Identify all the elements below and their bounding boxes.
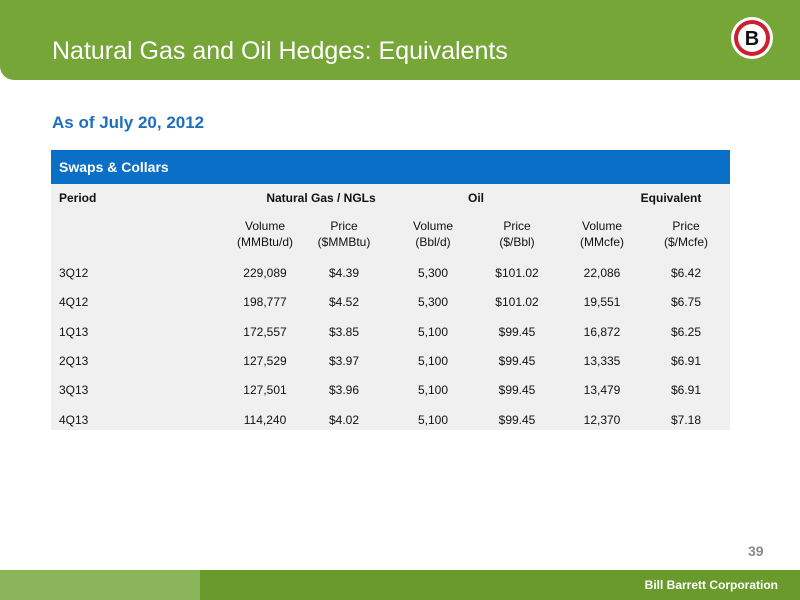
logo-letter: B (745, 28, 759, 50)
table-cell: 13,335 (583, 354, 621, 368)
table-cell: $4.39 (328, 266, 360, 280)
column-subheader-gas-price: Price ($MMBtu) (317, 219, 371, 249)
table-cell: $7.18 (670, 413, 702, 427)
column-subheader-gas-volume: Volume (MMBtu/d) (236, 219, 293, 249)
table-cell: $6.91 (670, 354, 702, 368)
period-header: Period (59, 191, 97, 205)
table-cell: $101.02 (495, 266, 539, 280)
table-cell: 5,100 (417, 354, 449, 368)
table-cell: 5,100 (417, 383, 449, 397)
table-row-period: 4Q13 (59, 413, 89, 427)
table-cell: $99.45 (498, 413, 536, 427)
gas-group-header: Natural Gas / NGLs (266, 191, 376, 205)
table-row-period: 3Q13 (59, 383, 89, 397)
table-section-band: Swaps & Collars (51, 150, 730, 184)
table-cell: $6.91 (670, 383, 702, 397)
column-subheader-oil-volume: Volume (Bbl/d) (412, 219, 454, 249)
table-cell: 5,300 (417, 295, 449, 309)
table-row-period: 2Q13 (59, 354, 89, 368)
page-number: 39 (748, 543, 764, 559)
table-cell: $99.45 (498, 354, 536, 368)
table-cell: $99.45 (498, 325, 536, 339)
table-row-period: 3Q12 (59, 266, 89, 280)
as-of-date: As of July 20, 2012 (52, 113, 205, 132)
section-label: Swaps & Collars (59, 159, 169, 175)
column-subheader-eq-volume: Volume (MMcfe) (580, 219, 624, 249)
table-cell: $4.02 (328, 413, 360, 427)
table-cell: $4.52 (328, 295, 360, 309)
table-cell: 22,086 (583, 266, 621, 280)
slide-footer: Bill Barrett Corporation (0, 570, 800, 600)
table-cell: $6.42 (670, 266, 702, 280)
table-cell: 198,777 (243, 295, 287, 309)
table-cell: $3.96 (328, 383, 360, 397)
table-cell: 13,479 (583, 383, 621, 397)
table-row-period: 1Q13 (59, 325, 89, 339)
table-cell: $101.02 (495, 295, 539, 309)
table-cell: 5,300 (417, 266, 449, 280)
table-cell: 5,100 (417, 325, 449, 339)
oil-group-header: Oil (467, 191, 484, 205)
footer-left-band (0, 570, 200, 600)
company-name: Bill Barrett Corporation (644, 578, 778, 592)
table-cell: 127,529 (243, 354, 287, 368)
table-cell: 12,370 (583, 413, 621, 427)
column-subheader-oil-price: Price ($/Bbl) (499, 219, 535, 249)
table-cell: $3.97 (328, 354, 360, 368)
table-cell: 114,240 (243, 413, 287, 427)
table-cell: 172,557 (243, 325, 287, 339)
table-cell: $3.85 (328, 325, 360, 339)
table-cell: $6.75 (670, 295, 702, 309)
footer-right-band: Bill Barrett Corporation (200, 570, 800, 600)
table-cell: 127,501 (243, 383, 287, 397)
hedge-table: Swaps & Collars Period Natural Gas / NGL… (51, 150, 730, 430)
table-cell: $6.25 (670, 325, 702, 339)
table-cell: 229,089 (243, 266, 287, 280)
slide-title: Natural Gas and Oil Hedges: Equivalents (52, 37, 508, 65)
company-logo-icon: B (731, 17, 773, 59)
table-cell: 19,551 (583, 295, 621, 309)
equivalent-group-header: Equivalent (640, 191, 702, 205)
table-cell: 5,100 (417, 413, 449, 427)
table-row-period: 4Q12 (59, 295, 89, 309)
column-subheader-eq-price: Price ($/Mcfe) (663, 219, 708, 249)
table-cell: 16,872 (583, 325, 621, 339)
table-cell: $99.45 (498, 383, 536, 397)
slide-header: Natural Gas and Oil Hedges: Equivalents … (0, 0, 800, 80)
